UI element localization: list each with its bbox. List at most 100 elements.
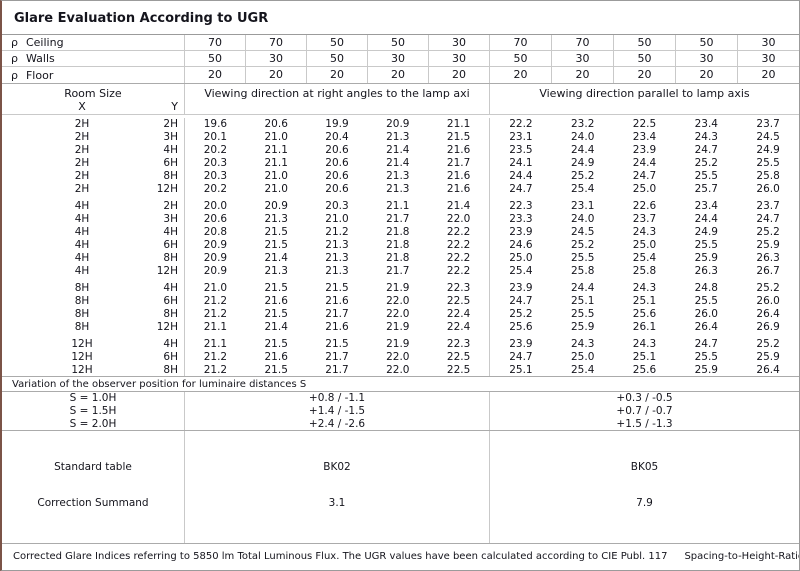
ugr-value: 24.7 bbox=[632, 170, 657, 182]
ugr-values-row: 25.1 25.4 25.6 25.9 26.4 bbox=[490, 364, 799, 376]
ugr-value: 25.0 bbox=[571, 351, 595, 363]
ugr-value: 24.4 bbox=[509, 170, 533, 182]
ugr-value: 21.1 bbox=[203, 321, 228, 333]
room-y-value: 6H bbox=[163, 157, 178, 169]
correction-summand-value: 3.1 bbox=[328, 497, 346, 509]
room-size-block: 2H 2H 2H 3H 2H 4H 2H 6H 2H 8H 2H 12H bbox=[2, 118, 184, 196]
ugr-value: 24.0 bbox=[571, 213, 595, 225]
ugr-values-row: 22.3 23.1 22.6 23.4 23.7 bbox=[490, 200, 799, 213]
ugr-value: 22.2 bbox=[509, 118, 533, 130]
ugr-value: 24.9 bbox=[694, 226, 718, 238]
ugr-values-row: 20.2 21.0 20.6 21.3 21.6 bbox=[185, 183, 489, 196]
ugr-value: 21.6 bbox=[264, 351, 288, 363]
ugr-value: 25.2 bbox=[571, 170, 595, 182]
ugr-value: 25.6 bbox=[632, 308, 657, 320]
room-x-value: 4H bbox=[74, 226, 90, 238]
room-x-value: 4H bbox=[74, 200, 90, 212]
room-y-value: 12H bbox=[156, 265, 178, 277]
ugr-value: 23.1 bbox=[571, 200, 595, 212]
ugr-value: 22.2 bbox=[446, 265, 471, 277]
reflectance-value: 70 bbox=[551, 35, 613, 50]
ugr-value: 21.3 bbox=[325, 265, 349, 277]
room-size-row: 2H 8H bbox=[2, 170, 184, 183]
ugr-value: 26.3 bbox=[694, 265, 718, 277]
room-x-value: 2H bbox=[74, 170, 90, 182]
room-size-row: 2H 4H bbox=[2, 144, 184, 157]
ugr-values-row: 22.2 23.2 22.5 23.4 23.7 bbox=[490, 118, 799, 131]
ugr-value: 21.8 bbox=[386, 226, 410, 238]
ugr-value: 25.9 bbox=[756, 239, 780, 251]
reflectance-row: ρ Ceiling 70 70 50 50 30 70 70 50 50 30 bbox=[2, 35, 799, 51]
ugr-value: 21.3 bbox=[325, 239, 349, 251]
reflectance-surface-label: Floor bbox=[25, 68, 54, 82]
ugr-value: 21.1 bbox=[386, 200, 410, 212]
ugr-values-row: 21.2 21.6 21.6 22.0 22.5 bbox=[185, 295, 489, 308]
ugr-value: 25.6 bbox=[632, 364, 657, 376]
ugr-value: 21.2 bbox=[203, 308, 228, 320]
right-angles-values-column: 19.6 20.6 19.9 20.9 21.1 20.1 21.0 20.4 21.3 21.5… bbox=[184, 118, 489, 376]
right-angles-group-header: Viewing direction at right angles to the… bbox=[184, 84, 489, 114]
summary-right-angles-cell: BK02 3.1 bbox=[184, 431, 489, 543]
ugr-value: 21.4 bbox=[446, 200, 471, 212]
ugr-value: 21.0 bbox=[264, 131, 288, 143]
ugr-value: 24.1 bbox=[509, 157, 533, 169]
ugr-value: 22.2 bbox=[446, 226, 471, 238]
ugr-value: 21.7 bbox=[386, 265, 410, 277]
variation-value: +1.4 / -1.5 bbox=[308, 405, 366, 417]
ugr-value: 22.4 bbox=[446, 308, 471, 320]
ugr-value: 24.3 bbox=[632, 226, 657, 238]
room-y-value: 4H bbox=[163, 282, 178, 294]
room-size-column: 2H 2H 2H 3H 2H 4H 2H 6H 2H 8H 2H 12H 4H 2H 4H 3H 4H 4H 4H 6… bbox=[2, 118, 184, 376]
ugr-value: 20.8 bbox=[203, 226, 228, 238]
ugr-value: 25.9 bbox=[756, 351, 780, 363]
reflectance-value: 50 bbox=[306, 35, 367, 50]
ugr-value: 23.7 bbox=[632, 213, 657, 225]
rho-symbol: ρ bbox=[11, 52, 18, 65]
rho-symbol: ρ bbox=[11, 68, 18, 82]
ugr-value: 21.0 bbox=[264, 170, 288, 182]
reflectance-table: ρ Ceiling 70 70 50 50 30 70 70 50 50 30 ρ Walls 50 30 50… bbox=[2, 35, 799, 84]
parallel-block: 22.3 23.1 22.6 23.4 23.7 23.3 24.0 23.7 24.4 24.7… bbox=[490, 200, 799, 278]
reflectance-value: 50 bbox=[306, 51, 367, 66]
ugr-value: 24.5 bbox=[756, 131, 780, 143]
ugr-value: 25.2 bbox=[694, 157, 718, 169]
ugr-value: 22.0 bbox=[386, 351, 410, 363]
ugr-value: 22.5 bbox=[446, 295, 471, 307]
room-y-value: 8H bbox=[163, 252, 178, 264]
room-x-value: 4H bbox=[74, 239, 90, 251]
ugr-value: 24.0 bbox=[571, 131, 595, 143]
variation-right-angles-cell: +0.8 / -1.1 +1.4 / -1.5 +2.4 / -2.6 bbox=[184, 392, 489, 430]
ugr-value: 25.5 bbox=[571, 252, 595, 264]
variation-label: S = 1.5H bbox=[69, 405, 117, 417]
parallel-block: 23.9 24.4 24.3 24.8 25.2 24.7 25.1 25.1 25.5 26.0… bbox=[490, 282, 799, 334]
variation-labels-cell: S = 1.0H S = 1.5H S = 2.0H bbox=[2, 392, 184, 430]
reflectance-label: ρ Floor bbox=[2, 69, 184, 82]
room-size-row: 12H 4H bbox=[2, 338, 184, 351]
room-size-row: 4H 3H bbox=[2, 213, 184, 226]
reflectance-value: 30 bbox=[428, 51, 489, 66]
ugr-value: 25.1 bbox=[571, 295, 595, 307]
xy-header-line: X Y bbox=[2, 100, 184, 113]
reflectance-value: 20 bbox=[306, 67, 367, 83]
reflectance-value: 20 bbox=[428, 67, 489, 83]
variation-value: +0.7 / -0.7 bbox=[616, 405, 673, 417]
room-size-row: 8H 6H bbox=[2, 295, 184, 308]
ugr-value: 25.9 bbox=[571, 321, 595, 333]
ugr-value: 21.0 bbox=[203, 282, 228, 294]
ugr-value: 25.2 bbox=[756, 226, 780, 238]
room-size-block: 4H 2H 4H 3H 4H 4H 4H 6H 4H 8H 4H 12H bbox=[2, 200, 184, 278]
ugr-values-row: 24.7 25.4 25.0 25.7 26.0 bbox=[490, 183, 799, 196]
ugr-values-row: 25.6 25.9 26.1 26.4 26.9 bbox=[490, 321, 799, 334]
room-x-value: 8H bbox=[74, 321, 90, 333]
ugr-value: 24.3 bbox=[694, 131, 718, 143]
ugr-value: 25.1 bbox=[509, 364, 533, 376]
ugr-value: 24.4 bbox=[571, 282, 595, 294]
reflectance-value: 30 bbox=[245, 51, 306, 66]
reflectance-value: 50 bbox=[367, 35, 428, 50]
ugr-value: 20.9 bbox=[203, 239, 228, 251]
ugr-value: 21.4 bbox=[264, 321, 288, 333]
footer-text: Corrected Glare Indices referring to 585… bbox=[13, 551, 668, 562]
room-x-value: 12H bbox=[71, 338, 93, 350]
ugr-values-row: 24.7 25.0 25.1 25.5 25.9 bbox=[490, 351, 799, 364]
ugr-value: 21.0 bbox=[264, 183, 288, 195]
